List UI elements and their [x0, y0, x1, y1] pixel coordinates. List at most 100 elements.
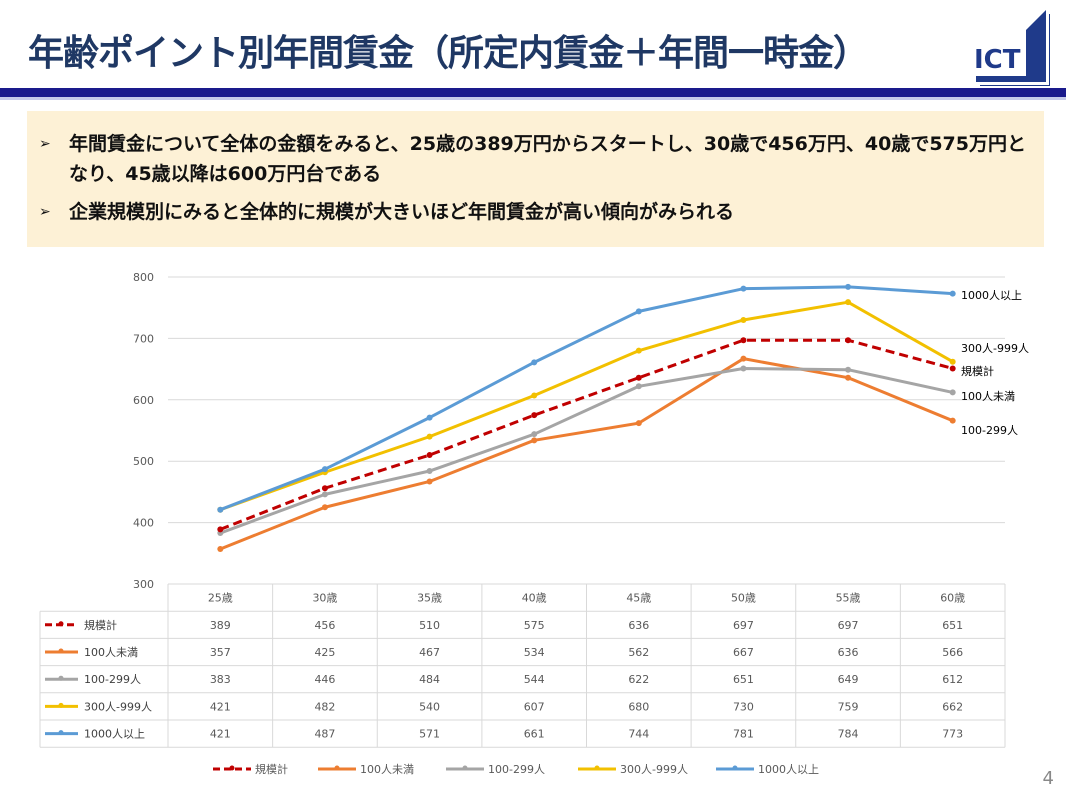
- legend-key-marker: [58, 648, 64, 654]
- series-line: [219, 338, 954, 531]
- data-point: [217, 526, 224, 533]
- table-cell: 389: [210, 619, 231, 632]
- summary-bullet: ➢ 年間賃金について全体の金額をみると、25歳の389万円からスタートし、30歳…: [39, 129, 1029, 189]
- data-point: [635, 374, 642, 381]
- table-series-label: 100-299人: [84, 673, 141, 686]
- x-tick-label: 25歳: [208, 592, 233, 605]
- data-point: [217, 546, 224, 553]
- y-tick-label: 400: [133, 517, 154, 530]
- line-chart: 300 400 500 600 700 800 25歳 30歳 35歳 40歳 45歳 50歳 55歳…: [39, 271, 1029, 776]
- series-line: [219, 285, 953, 512]
- table-cell: 781: [733, 728, 754, 741]
- y-tick-label: 700: [133, 332, 154, 345]
- table-cell: 425: [314, 646, 335, 659]
- series-end-label: 1000人以上: [961, 289, 1022, 302]
- x-tick-label: 60歳: [940, 592, 965, 605]
- bullet-text: 年間賃金について全体の金額をみると、25歳の389万円からスタートし、30歳で4…: [69, 133, 1026, 185]
- series-end-label: 規模計: [961, 364, 994, 378]
- legend-key-marker: [462, 765, 468, 771]
- table-cell: 667: [733, 646, 754, 659]
- series-0: [217, 337, 956, 533]
- data-point: [635, 347, 642, 354]
- table-cell: 467: [419, 646, 440, 659]
- data-point: [949, 290, 956, 297]
- legend-label: 1000人以上: [758, 763, 819, 776]
- table-cell: 487: [314, 728, 335, 741]
- series-end-label: 100人未満: [961, 390, 1015, 403]
- table-series-label: 規模計: [84, 618, 117, 632]
- y-tick-label: 500: [133, 455, 154, 468]
- legend-key-marker: [334, 765, 340, 771]
- logo-shape: [976, 10, 1046, 82]
- table-cell: 651: [942, 619, 963, 632]
- table-cell: 383: [210, 673, 231, 686]
- series-4: [217, 283, 956, 513]
- data-point: [949, 365, 956, 372]
- data-point: [740, 355, 747, 362]
- table-cell: 571: [419, 728, 440, 741]
- data-point: [531, 431, 538, 438]
- legend-label: 100-299人: [488, 763, 545, 776]
- table-legend-key: [45, 730, 78, 736]
- table-legend-key: [45, 648, 78, 654]
- data-point: [531, 392, 538, 399]
- series-2: [217, 365, 956, 537]
- x-tick-label: 40歳: [522, 592, 547, 605]
- page-number: 4: [1042, 768, 1054, 789]
- header-divider: [0, 88, 1066, 97]
- series-line: [219, 366, 954, 535]
- ict-logo: ICT: [974, 10, 1050, 86]
- table-cell: 456: [314, 619, 335, 632]
- legend-key-marker: [732, 765, 738, 771]
- table-cell: 544: [524, 673, 545, 686]
- legend-key-marker: [58, 675, 64, 681]
- series-end-label: 300人-999人: [961, 342, 1029, 355]
- data-point: [740, 316, 747, 323]
- table-cell: 622: [628, 673, 649, 686]
- y-tick-label: 300: [133, 578, 154, 591]
- data-point: [635, 308, 642, 315]
- table-cell: 482: [314, 700, 335, 713]
- table-cell: 661: [524, 728, 545, 741]
- data-point: [531, 359, 538, 366]
- y-axis-ticks: 300 400 500 600 700 800: [133, 271, 154, 591]
- bullet-text: 企業規模別にみると全体的に規模が大きいほど年間賃金が高い傾向がみられる: [69, 201, 735, 223]
- table-cell: 730: [733, 700, 754, 713]
- table-cell: 649: [838, 673, 859, 686]
- table-legend-key: [45, 621, 78, 627]
- arrow-bullet-icon: ➢: [39, 204, 51, 220]
- legend-item: 300人-999人: [578, 763, 688, 776]
- legend-item: 規模計: [213, 762, 288, 776]
- data-point: [426, 414, 433, 421]
- data-point: [740, 365, 747, 372]
- data-point: [949, 389, 956, 396]
- table-cell: 651: [733, 673, 754, 686]
- legend-label: 300人-999人: [620, 763, 688, 776]
- data-point: [426, 433, 433, 440]
- data-point: [531, 412, 538, 419]
- table-cell: 759: [838, 700, 859, 713]
- data-point: [949, 358, 956, 365]
- table-cell: 697: [838, 619, 859, 632]
- table-cell: 773: [942, 728, 963, 741]
- table-cell: 484: [419, 673, 440, 686]
- slide-title: 年齢ポイント別年間賃金（所定内賃金＋年間一時金）: [28, 33, 869, 74]
- x-tick-label: 30歳: [312, 592, 337, 605]
- data-point: [531, 437, 538, 444]
- table-legend-key: [45, 675, 78, 681]
- legend-key-marker: [229, 765, 235, 771]
- y-tick-label: 800: [133, 271, 154, 284]
- header-divider-light: [0, 97, 1066, 100]
- table-cell: 510: [419, 619, 440, 632]
- data-point: [217, 506, 224, 513]
- series-1: [217, 355, 956, 553]
- table-cell: 566: [942, 646, 963, 659]
- data-point: [426, 478, 433, 485]
- data-point: [426, 452, 433, 459]
- table-cell: 680: [628, 700, 649, 713]
- table-cell: 612: [942, 673, 963, 686]
- table-cell: 636: [838, 646, 859, 659]
- data-point: [426, 468, 433, 475]
- data-point: [321, 485, 328, 492]
- table-cell: 697: [733, 619, 754, 632]
